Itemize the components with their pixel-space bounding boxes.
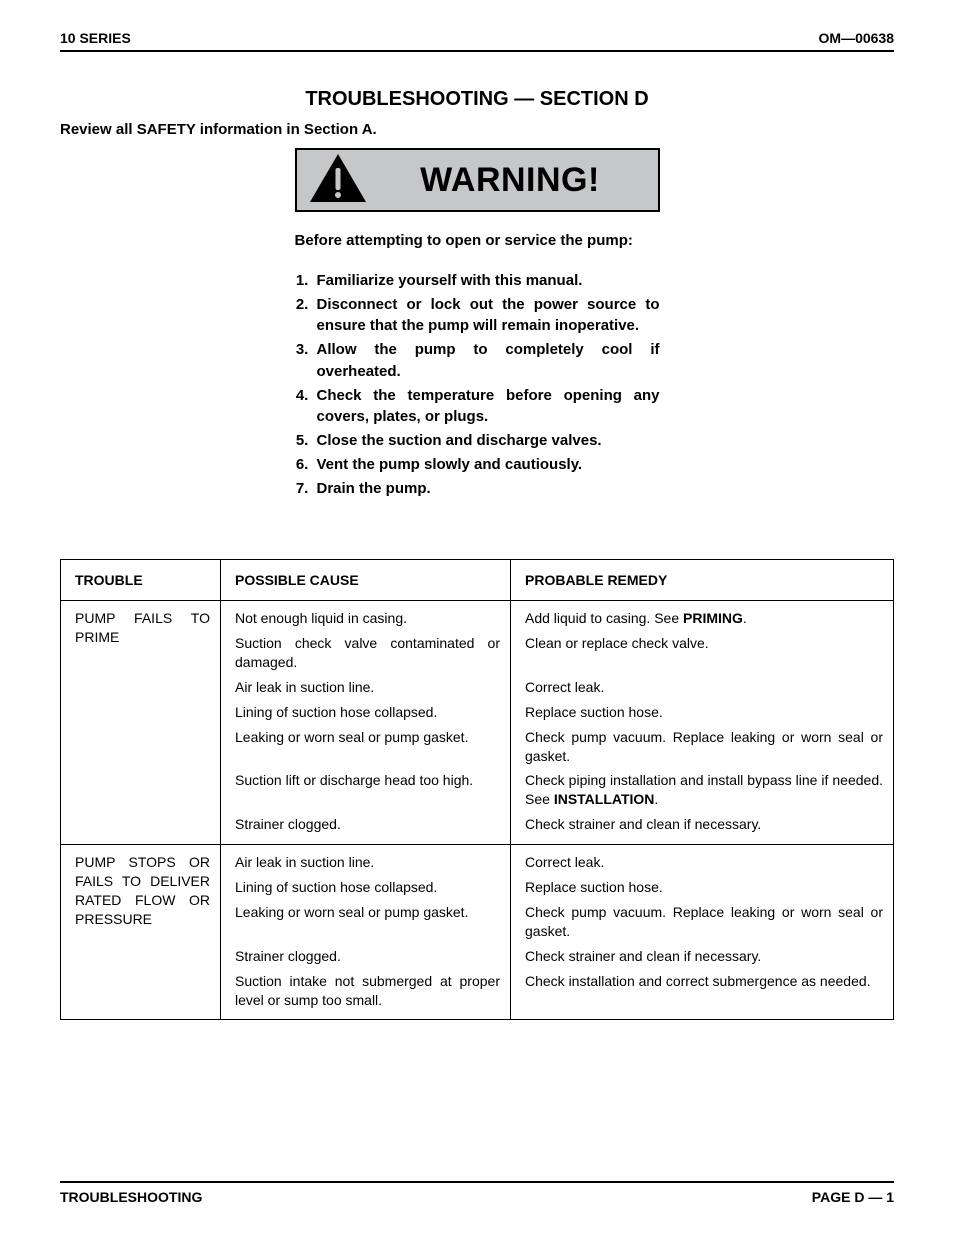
remedy-cell: Check pump vacuum. Replace leaking or wo… (511, 725, 894, 769)
troubleshooting-table: TROUBLE POSSIBLE CAUSE PROBABLE REMEDY P… (60, 559, 894, 1020)
remedy-cell: Correct leak. (511, 845, 894, 875)
col-header-cause: POSSIBLE CAUSE (221, 560, 511, 601)
remedy-cell: Check installation and correct submergen… (511, 969, 894, 1020)
warning-intro: Before attempting to open or service the… (295, 230, 660, 252)
cause-cell: Not enough liquid in casing. (221, 601, 511, 631)
footer-right: PAGE D — 1 (812, 1189, 894, 1205)
remedy-cell: Check piping installation and install by… (511, 768, 894, 812)
remedy-cell: Replace suction hose. (511, 875, 894, 900)
warning-step: Check the temperature before opening any… (313, 385, 660, 429)
trouble-cell: PUMP STOPS OR FAILS TO DELIVER RATED FLO… (61, 845, 221, 1020)
col-header-remedy: PROBABLE REMEDY (511, 560, 894, 601)
col-header-trouble: TROUBLE (61, 560, 221, 601)
cause-cell: Strainer clogged. (221, 944, 511, 969)
warning-step: Disconnect or lock out the power source … (313, 294, 660, 338)
remedy-cell: Check strainer and clean if necessary. (511, 944, 894, 969)
page-header: 10 SERIES OM—00638 (60, 30, 894, 52)
cause-cell: Air leak in suction line. (221, 675, 511, 700)
remedy-cell: Replace suction hose. (511, 700, 894, 725)
cause-cell: Suction lift or discharge head too high. (221, 768, 511, 812)
section-title: TROUBLESHOOTING — SECTION D (60, 88, 894, 111)
cause-cell: Air leak in suction line. (221, 845, 511, 875)
warning-label: WARNING! (375, 161, 646, 200)
remedy-cell: Check pump vacuum. Replace leaking or wo… (511, 900, 894, 944)
warning-step: Allow the pump to completely cool if ove… (313, 339, 660, 383)
remedy-cell: Correct leak. (511, 675, 894, 700)
cause-cell: Suction check valve contaminated or dama… (221, 631, 511, 675)
trouble-cell: PUMP FAILS TO PRIME (61, 601, 221, 845)
cause-cell: Leaking or worn seal or pump gasket. (221, 900, 511, 944)
cause-cell: Leaking or worn seal or pump gasket. (221, 725, 511, 769)
cause-cell: Suction intake not submerged at proper l… (221, 969, 511, 1020)
header-left: 10 SERIES (60, 30, 131, 46)
warning-banner: WARNING! (295, 148, 660, 212)
warning-step: Drain the pump. (313, 478, 660, 500)
cause-cell: Lining of suction hose collapsed. (221, 875, 511, 900)
page-footer: TROUBLESHOOTING PAGE D — 1 (60, 1181, 894, 1205)
warning-triangle-icon (309, 153, 367, 208)
header-right: OM—00638 (819, 30, 894, 46)
warning-step: Vent the pump slowly and cautiously. (313, 454, 660, 476)
table-row: PUMP STOPS OR FAILS TO DELIVER RATED FLO… (61, 845, 894, 875)
warning-step: Familiarize yourself with this manual. (313, 270, 660, 292)
warning-steps-list: Familiarize yourself with this manual. D… (295, 270, 660, 500)
review-safety-line: Review all SAFETY information in Section… (60, 121, 894, 138)
table-row: PUMP FAILS TO PRIME Not enough liquid in… (61, 601, 894, 631)
warning-block: WARNING! Before attempting to open or se… (295, 148, 660, 499)
footer-left: TROUBLESHOOTING (60, 1189, 202, 1205)
cause-cell: Lining of suction hose collapsed. (221, 700, 511, 725)
remedy-cell: Clean or replace check valve. (511, 631, 894, 675)
cause-cell: Strainer clogged. (221, 812, 511, 844)
remedy-cell: Add liquid to casing. See PRIMING. (511, 601, 894, 631)
table-header-row: TROUBLE POSSIBLE CAUSE PROBABLE REMEDY (61, 560, 894, 601)
warning-step: Close the suction and discharge valves. (313, 430, 660, 452)
remedy-cell: Check strainer and clean if necessary. (511, 812, 894, 844)
